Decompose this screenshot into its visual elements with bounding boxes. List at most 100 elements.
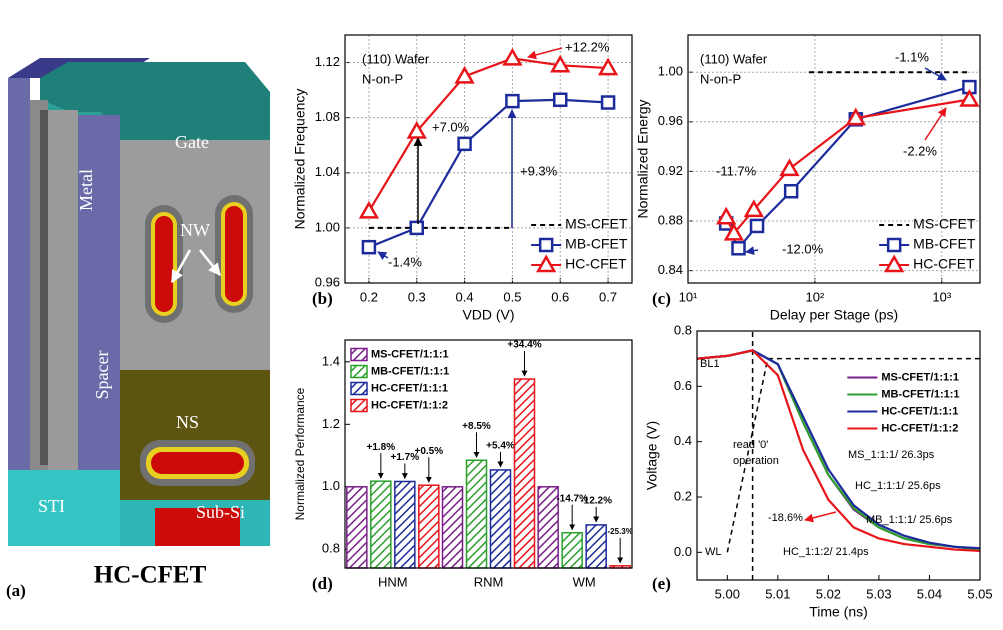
change-label: +0.5% xyxy=(415,446,444,457)
legend-label: MB-CFET/1:1:1 xyxy=(371,365,449,377)
annotation-arrow xyxy=(745,246,759,256)
nw-arrow xyxy=(170,249,192,284)
device-label: Spacer xyxy=(92,351,112,400)
annotation: -2.2% xyxy=(903,143,937,158)
annotation: +9.3% xyxy=(520,163,558,178)
marker-square xyxy=(505,93,520,109)
legend-marker xyxy=(886,237,902,253)
marker-square xyxy=(361,239,377,255)
sti xyxy=(8,470,120,546)
y-tick-label: 0.6 xyxy=(674,378,692,393)
legend-swatch xyxy=(350,364,368,379)
change-label: +1.8% xyxy=(367,442,396,453)
top-cap xyxy=(40,62,270,140)
y-tick-label: 0.8 xyxy=(322,541,340,556)
marker-triangle xyxy=(502,47,523,66)
y-tick-label: 1.4 xyxy=(322,353,340,368)
y-tick-label: 0.84 xyxy=(658,262,683,277)
y-tick-label: 1.0 xyxy=(322,478,340,493)
x-tick-label: 5.02 xyxy=(816,586,841,601)
bar xyxy=(561,531,583,569)
x-tick-label: 5.03 xyxy=(866,586,891,601)
legend-label: HC-CFET/1:1:2 xyxy=(371,399,448,411)
legend-label: HC-CFET/1:1:2 xyxy=(881,422,958,434)
marker-triangle xyxy=(454,65,475,84)
device-label: Metal xyxy=(76,169,96,211)
marker-triangle xyxy=(959,88,980,107)
annotation: N-on-P xyxy=(362,71,403,86)
x-tick-label: HNM xyxy=(378,574,408,589)
y-tick-label: 1.00 xyxy=(658,64,683,79)
marker-square xyxy=(731,241,746,256)
y-tick-label: 0.88 xyxy=(658,212,683,227)
x-tick-label: 0.2 xyxy=(360,289,378,304)
change-label: -12.2% xyxy=(580,496,612,507)
marker-triangle xyxy=(845,107,866,126)
legend-label: HC-CFET/1:1:1 xyxy=(881,405,958,417)
panel-label: (a) xyxy=(6,581,26,600)
y-axis-title: Normalized Performance xyxy=(293,387,307,520)
annotation: -1.4% xyxy=(388,254,422,269)
bar xyxy=(418,484,440,569)
annotation: read '0' xyxy=(733,439,768,451)
x-tick-label: 10³ xyxy=(932,289,951,304)
legend-label: MS-CFET/1:1:1 xyxy=(881,371,959,383)
metal xyxy=(48,110,78,480)
device-caption: HC-CFET xyxy=(94,562,207,589)
annotation: operation xyxy=(733,455,779,467)
spacer xyxy=(78,115,120,495)
marker-triangle xyxy=(716,206,737,225)
bar xyxy=(537,486,559,569)
marker-triangle xyxy=(550,54,571,73)
annotation: (110) Wafer xyxy=(362,51,430,66)
change-label: -25.3% xyxy=(607,527,632,536)
guide-label: WL xyxy=(705,546,722,558)
legend-marker xyxy=(536,254,557,273)
legend-swatch xyxy=(350,398,368,413)
y-tick-label: 1.00 xyxy=(315,219,340,234)
legend-label: MS-CFET xyxy=(913,216,976,232)
device-label: NS xyxy=(176,412,199,432)
x-tick-label: RNM xyxy=(474,574,504,589)
change-label: +8.5% xyxy=(462,421,491,432)
x-axis-title: Delay per Stage (ps) xyxy=(770,307,898,323)
annotation: HC_1:1:2/ 21.4ps xyxy=(783,546,869,558)
sub-si xyxy=(155,508,240,546)
annotation: -1.1% xyxy=(895,49,929,64)
device-label: STI xyxy=(38,496,65,516)
y-tick-label: 1.04 xyxy=(315,164,340,179)
legend-label: HC-CFET xyxy=(913,256,975,272)
plot-frame xyxy=(696,330,981,581)
annotation: BL1 xyxy=(700,358,720,370)
x-tick-label: 10¹ xyxy=(679,289,698,304)
legend-label: MB-CFET xyxy=(913,236,976,252)
bar xyxy=(513,378,536,569)
series-line xyxy=(696,349,981,553)
annotation: HC_1:1:1/ 25.6ps xyxy=(855,480,941,492)
marker-triangle xyxy=(779,158,800,177)
marker-square xyxy=(783,183,799,199)
legend-marker xyxy=(884,254,905,273)
panel-label: (b) xyxy=(312,289,333,308)
plot-frame xyxy=(344,34,633,284)
x-tick-label: 0.6 xyxy=(551,289,569,304)
y-axis-title: Normalized Frequency xyxy=(292,89,308,230)
panel-label: (e) xyxy=(652,574,671,593)
y-tick-label: 0.96 xyxy=(315,274,340,289)
x-tick-label: 5.01 xyxy=(765,586,790,601)
panel-label: (d) xyxy=(312,574,333,593)
annotation: (110) Wafer xyxy=(700,51,768,66)
annotation: -11.7% xyxy=(716,163,757,178)
plot-frame xyxy=(344,339,633,569)
marker-triangle xyxy=(358,200,380,219)
device-label: Sub-Si xyxy=(196,502,245,522)
legend-label: MS-CFET xyxy=(565,216,628,232)
marker-square xyxy=(553,92,568,108)
x-tick-label: WM xyxy=(573,574,596,589)
annotation: -12.0% xyxy=(782,241,824,256)
y-tick-label: 1.12 xyxy=(315,54,340,69)
legend-label: MS-CFET/1:1:1 xyxy=(371,348,449,360)
change-label: -14.7% xyxy=(556,493,588,504)
annotation: +12.2% xyxy=(565,39,610,54)
